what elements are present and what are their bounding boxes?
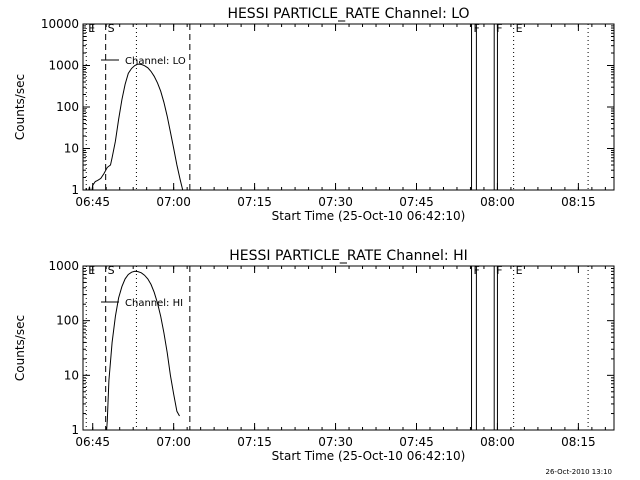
y-tick-label: 1000 xyxy=(48,259,79,273)
event-marker-E: E xyxy=(88,264,95,277)
y-tick-label: 10 xyxy=(64,368,79,382)
x-tick-label: 06:45 xyxy=(75,195,110,209)
event-marker-E: E xyxy=(88,22,95,35)
chart-title: HESSI PARTICLE_RATE Channel: HI xyxy=(229,248,467,264)
plot-frame xyxy=(82,23,615,191)
event-marker-S: S xyxy=(108,22,115,35)
x-tick-label: 07:00 xyxy=(156,435,191,449)
x-tick-label: 07:45 xyxy=(399,435,434,449)
y-axis-label: Counts/sec xyxy=(13,315,27,381)
event-marker-F: F xyxy=(496,264,502,277)
x-tick-label: 07:30 xyxy=(318,435,353,449)
event-marker-F: F xyxy=(496,22,502,35)
event-marker-E: E xyxy=(516,22,523,35)
x-tick-label: 07:15 xyxy=(237,435,272,449)
x-tick-label: 07:00 xyxy=(156,195,191,209)
plot-timestamp: 26-Oct-2010 13:10 xyxy=(546,468,612,476)
x-tick-label: 08:00 xyxy=(480,435,515,449)
y-tick-label: 100 xyxy=(56,100,79,114)
series-line-lo xyxy=(85,63,184,190)
y-tick-label: 10000 xyxy=(41,17,79,31)
x-axis-label: Start Time (25-Oct-10 06:42:10) xyxy=(272,449,466,463)
series-line-hi xyxy=(106,270,180,430)
x-tick-label: 07:45 xyxy=(399,195,434,209)
y-axis-label: Counts/sec xyxy=(13,74,27,140)
chart-panel-hi: HESSI PARTICLE_RATE Channel: HI 06:45 07:0… xyxy=(13,248,615,463)
event-marker-S: S xyxy=(108,264,115,277)
x-tick-label: 08:00 xyxy=(480,195,515,209)
x-tick-label: 06:45 xyxy=(75,435,110,449)
event-marker-E: E xyxy=(516,264,523,277)
legend-label: Channel: HI xyxy=(125,298,183,309)
plot-frame xyxy=(82,265,615,431)
x-axis-label: Start Time (25-Oct-10 06:42:10) xyxy=(272,209,466,223)
y-tick-label: 1000 xyxy=(48,59,79,73)
y-tick-label: 10 xyxy=(64,142,79,156)
y-tick-label: 100 xyxy=(56,314,79,328)
x-tick-label: 08:15 xyxy=(561,435,596,449)
y-tick-label: 1 xyxy=(71,183,79,197)
y-tick-label: 1 xyxy=(71,423,79,437)
x-tick-label: 07:15 xyxy=(237,195,272,209)
chart-title: HESSI PARTICLE_RATE Channel: LO xyxy=(227,6,469,22)
x-tick-label: 08:15 xyxy=(561,195,596,209)
legend-label: Channel: LO xyxy=(125,56,186,67)
chart-panel-lo: HESSI PARTICLE_RATE Channel: LO 06:45 07:0… xyxy=(13,6,615,223)
x-tick-label: 07:30 xyxy=(318,195,353,209)
